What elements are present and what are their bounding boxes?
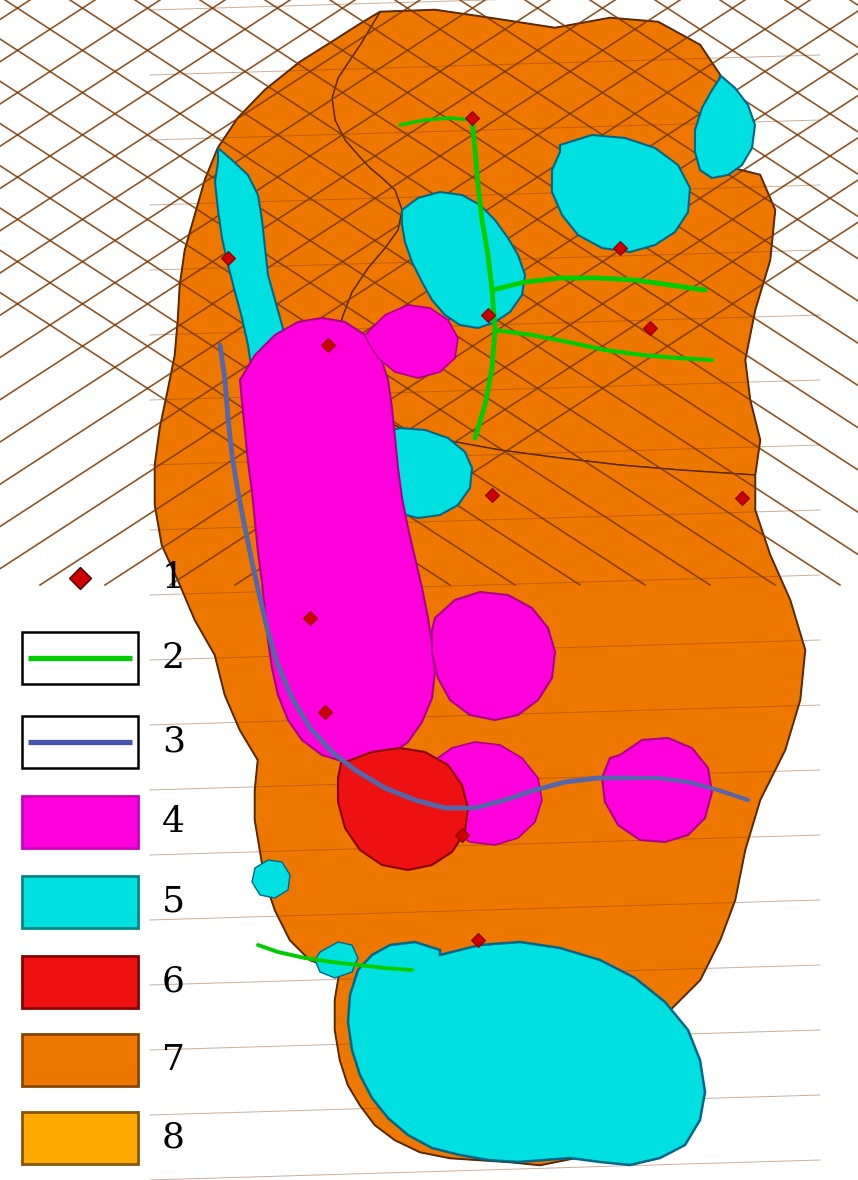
- Polygon shape: [430, 742, 542, 845]
- Bar: [22, 1112, 138, 1163]
- Polygon shape: [602, 738, 712, 843]
- Polygon shape: [352, 428, 472, 518]
- Text: 2: 2: [162, 641, 185, 675]
- Polygon shape: [215, 148, 290, 428]
- Bar: [22, 632, 138, 684]
- Polygon shape: [695, 76, 755, 178]
- Polygon shape: [552, 135, 690, 253]
- Bar: [22, 796, 138, 848]
- Polygon shape: [155, 9, 805, 1165]
- Text: 6: 6: [162, 965, 184, 999]
- Polygon shape: [240, 317, 435, 762]
- Polygon shape: [332, 9, 775, 476]
- Bar: [22, 1034, 138, 1086]
- Polygon shape: [315, 942, 358, 978]
- Text: 4: 4: [162, 805, 185, 839]
- Text: 7: 7: [162, 1043, 184, 1077]
- Polygon shape: [252, 428, 310, 514]
- Polygon shape: [155, 12, 805, 1165]
- Polygon shape: [338, 748, 468, 870]
- Text: 8: 8: [162, 1121, 185, 1155]
- Polygon shape: [402, 192, 525, 328]
- Polygon shape: [252, 860, 290, 898]
- Polygon shape: [432, 592, 555, 720]
- Polygon shape: [348, 942, 705, 1165]
- Bar: [22, 716, 138, 768]
- Text: 3: 3: [162, 725, 185, 759]
- Polygon shape: [365, 304, 458, 378]
- Bar: [22, 876, 138, 927]
- Bar: [22, 956, 138, 1008]
- Text: 5: 5: [162, 885, 185, 919]
- Text: 1: 1: [162, 560, 185, 595]
